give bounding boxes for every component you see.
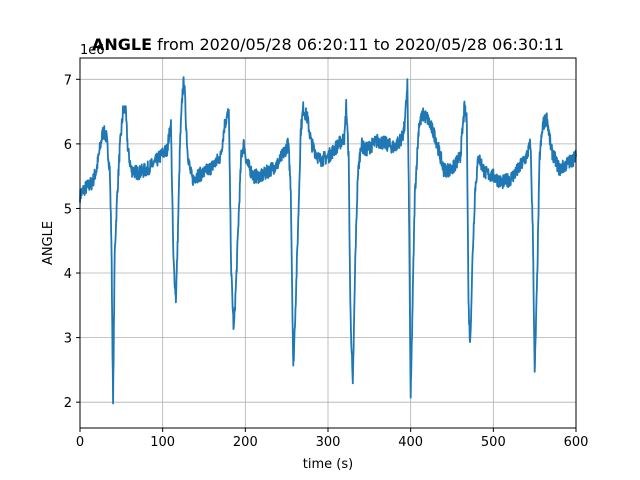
- x-tick-label: 300: [316, 435, 341, 450]
- y-tick-label: 7: [64, 73, 72, 88]
- x-axis: 0 100 200 300 400 500 600: [76, 428, 589, 450]
- y-axis-label: ANGLE: [41, 221, 56, 265]
- chart-title-rest: from 2020/05/28 06:20:11 to 2020/05/28 0…: [152, 35, 564, 54]
- x-tick-label: 200: [233, 435, 258, 450]
- x-tick-label: 600: [564, 435, 589, 450]
- x-tick-label: 100: [150, 435, 175, 450]
- chart-title-bold: ANGLE: [92, 35, 152, 54]
- y-tick-label: 5: [64, 202, 72, 217]
- y-tick-label: 3: [64, 332, 72, 347]
- x-tick-label: 500: [481, 435, 506, 450]
- grid: [79, 58, 577, 428]
- y-axis: 2 3 4 5 6 7: [64, 73, 80, 411]
- chart-title: ANGLE from 2020/05/28 06:20:11 to 2020/0…: [92, 35, 564, 54]
- y-offset-label: 1e6: [80, 43, 105, 58]
- x-tick-label: 400: [398, 435, 423, 450]
- x-axis-label: time (s): [303, 457, 353, 472]
- series-line-angle: [79, 76, 577, 405]
- y-tick-label: 6: [64, 138, 72, 153]
- y-tick-label: 4: [64, 267, 72, 282]
- y-tick-label: 2: [64, 396, 72, 411]
- x-tick-label: 0: [76, 435, 84, 450]
